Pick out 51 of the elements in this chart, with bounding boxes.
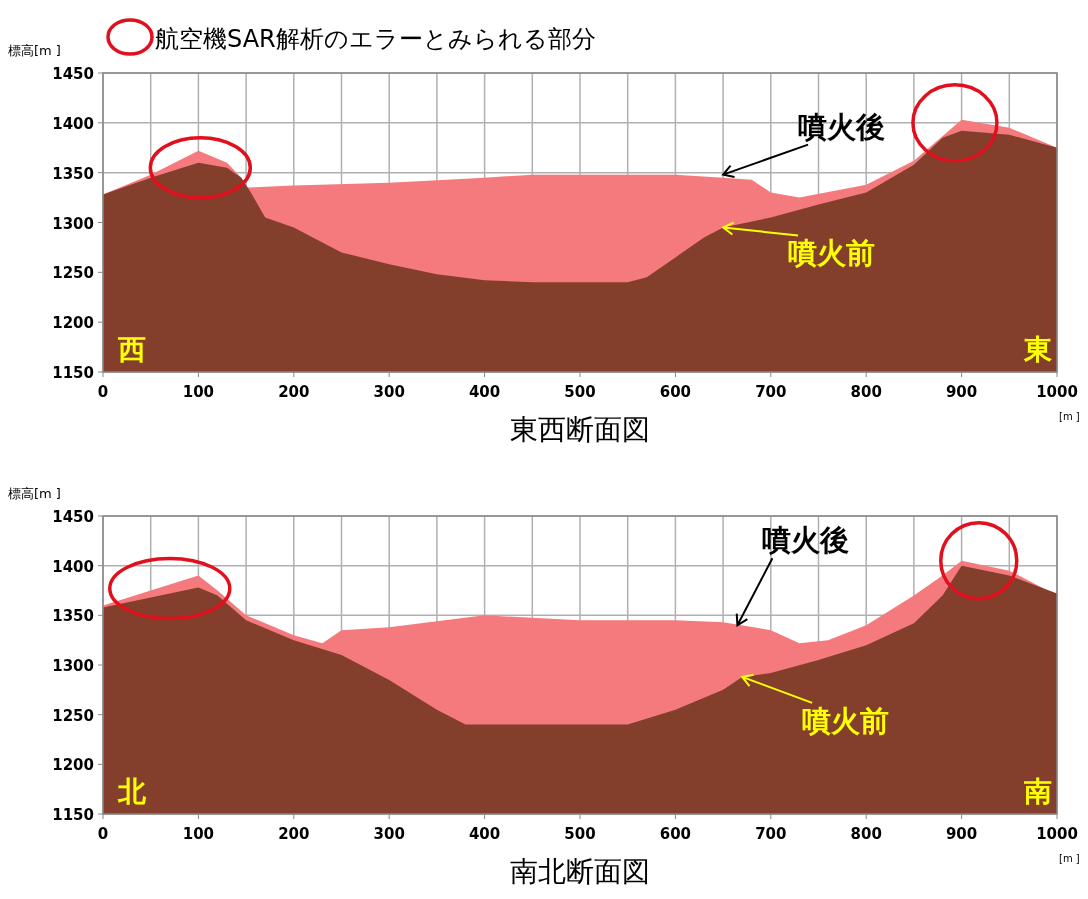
y-axis-title: 標高[m ] xyxy=(8,486,61,501)
y-tick-label: 1150 xyxy=(52,364,94,382)
text: [m ] xyxy=(1059,411,1080,422)
x-tick-label: 100 xyxy=(182,825,215,843)
x-tick-label: 500 xyxy=(564,825,596,843)
y-tick-label: 1400 xyxy=(52,114,94,133)
x-tick-label: 700 xyxy=(755,383,787,401)
x-tick-label: 1000 xyxy=(1036,383,1078,401)
x-axis-title: 南北断面図 xyxy=(510,855,650,888)
y-axis-title: 標高[m ] xyxy=(8,43,61,58)
y-tick-label: 1350 xyxy=(52,607,94,626)
annotation: 噴火前 xyxy=(788,236,876,271)
x-tick-label: 100 xyxy=(182,383,215,401)
y-tick-label: 1450 xyxy=(52,508,94,526)
y-tick-label: 1300 xyxy=(52,657,94,675)
annotation: 東 xyxy=(1023,333,1052,366)
y-tick-label: 1450 xyxy=(52,65,94,83)
y-tick-label: 1250 xyxy=(52,706,94,725)
x-tick-label: 800 xyxy=(850,383,882,401)
y-tick-label: 1250 xyxy=(52,264,94,283)
x-tick-label: 300 xyxy=(373,383,405,401)
x-tick-label: 700 xyxy=(755,825,787,843)
y-tick-label: 1300 xyxy=(52,214,94,233)
annotation: 噴火前 xyxy=(802,703,890,738)
y-tick-label: 1400 xyxy=(52,557,94,576)
annotation: 西 xyxy=(117,333,146,366)
x-axis-title: 東西断面図 xyxy=(510,413,650,446)
y-tick-label: 1350 xyxy=(52,164,94,183)
text: 航空機SAR解析のエラーとみられる部分 xyxy=(155,25,596,53)
y-tick-label: 1200 xyxy=(52,756,94,775)
x-tick-label: 900 xyxy=(945,825,978,843)
x-tick-label: 800 xyxy=(850,825,882,843)
x-tick-label: 900 xyxy=(945,383,978,401)
x-tick-label: 400 xyxy=(468,825,501,843)
x-tick-label: 600 xyxy=(659,383,692,401)
x-tick-label: 0 xyxy=(97,383,109,401)
annotation: 南 xyxy=(1023,775,1052,808)
x-tick-label: 0 xyxy=(97,825,109,843)
x-tick-label: 600 xyxy=(659,825,692,843)
annotation: 噴火後 xyxy=(798,109,886,144)
x-tick-label: 1000 xyxy=(1036,825,1078,843)
x-tick-label: 400 xyxy=(468,383,501,401)
x-tick-label: 200 xyxy=(278,383,310,401)
y-tick-label: 1150 xyxy=(52,806,94,824)
annotation: 北 xyxy=(117,775,147,808)
x-tick-label: 200 xyxy=(278,825,310,843)
annotation: 噴火後 xyxy=(762,523,850,558)
y-tick-label: 1200 xyxy=(52,314,94,333)
x-tick-label: 300 xyxy=(373,825,405,843)
text: [m ] xyxy=(1059,853,1080,864)
x-tick-label: 500 xyxy=(564,383,596,401)
